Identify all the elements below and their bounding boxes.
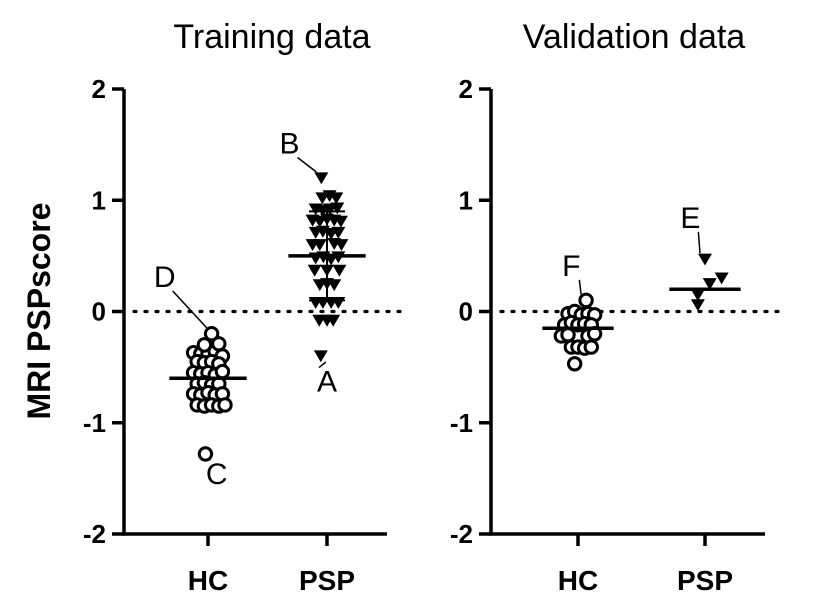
y-tick-label: 0 xyxy=(92,297,106,327)
y-tick-label: -2 xyxy=(450,519,473,549)
data-point-triangle xyxy=(332,264,347,277)
data-point-triangle xyxy=(714,272,729,285)
data-point-triangle xyxy=(334,239,349,252)
data-point-circle xyxy=(203,326,220,342)
y-tick-label: -2 xyxy=(83,519,106,549)
y-tick-label: -1 xyxy=(83,408,106,438)
annotation-leader xyxy=(578,279,582,295)
category-label: PSP xyxy=(677,565,733,596)
data-point-circle xyxy=(217,397,233,413)
annotation-leader xyxy=(318,361,327,369)
data-point-circle xyxy=(566,356,583,372)
panel-title: Training data xyxy=(173,18,370,56)
data-point-triangle xyxy=(331,226,346,239)
data-point-triangle xyxy=(333,215,348,228)
y-tick-label: 2 xyxy=(92,74,106,104)
y-tick-label: 1 xyxy=(92,185,106,215)
panel-0: Training data -2 -1 0 1 2 HC PSP D C B A xyxy=(83,18,409,596)
y-tick-label: -1 xyxy=(450,408,473,438)
data-point-circle xyxy=(583,339,599,355)
data-point-circle xyxy=(214,363,231,380)
annotation-leader xyxy=(697,232,701,254)
data-point-triangle xyxy=(313,350,328,363)
annotation-label: E xyxy=(680,202,700,235)
data-point-triangle xyxy=(698,253,712,266)
annotation-label: C xyxy=(206,458,228,491)
data-point-circle xyxy=(197,446,214,462)
y-axis-label: MRI PSPscore xyxy=(21,203,57,420)
panel-1: Validation data -2 -1 0 1 2 HC PSP F E xyxy=(450,18,787,596)
data-point-triangle xyxy=(329,192,344,205)
data-point-triangle xyxy=(326,314,341,327)
panel-title: Validation data xyxy=(523,18,746,56)
y-tick-label: 0 xyxy=(459,297,473,327)
data-point-triangle xyxy=(690,289,705,302)
annotation-label: B xyxy=(280,128,300,161)
data-point-circle xyxy=(196,337,213,353)
panels-group: Training data -2 -1 0 1 2 HC PSP D C B A Validation … xyxy=(83,18,787,596)
data-point-triangle xyxy=(307,264,322,277)
data-point-triangle xyxy=(330,202,345,215)
data-point-circle xyxy=(578,292,594,309)
data-point-triangle xyxy=(327,279,342,292)
annotation-label: D xyxy=(154,261,176,294)
annotation-label: A xyxy=(317,366,337,399)
data-point-circle xyxy=(560,327,576,343)
y-tick-label: 2 xyxy=(459,74,473,104)
annotation-label: F xyxy=(562,250,580,283)
category-label: HC xyxy=(558,565,598,596)
data-point-triangle xyxy=(702,278,717,290)
category-label: HC xyxy=(188,565,228,596)
annotation-leader xyxy=(297,156,317,173)
data-point-circle xyxy=(211,336,227,352)
category-label: PSP xyxy=(299,565,355,596)
data-point-triangle xyxy=(312,239,327,252)
data-point-triangle xyxy=(690,299,705,312)
data-point-triangle xyxy=(314,172,329,185)
y-tick-label: 1 xyxy=(459,185,473,215)
annotation-leader xyxy=(172,290,208,329)
